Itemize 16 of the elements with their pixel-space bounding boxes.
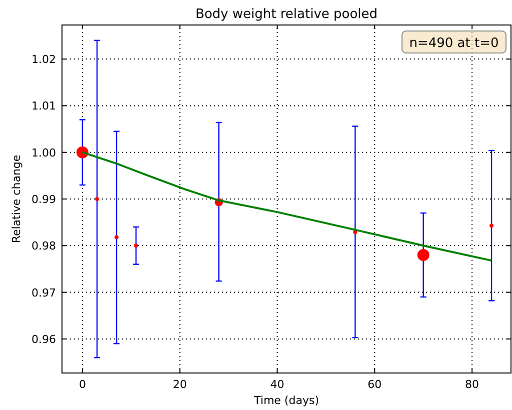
x-tick-label: 0: [78, 378, 86, 391]
y-tick-label: 1.00: [32, 146, 56, 160]
chart-title: Body weight relative pooled: [195, 7, 378, 22]
x-tick-label: 40: [270, 378, 284, 391]
y-tick-label: 0.98: [32, 240, 56, 253]
x-tick-label: 60: [368, 378, 382, 391]
y-tick-label: 0.99: [32, 193, 56, 206]
annotation: n=490 at t=0: [409, 36, 499, 51]
x-tick-label: 20: [172, 378, 187, 391]
y-tick-label: 1.01: [32, 100, 56, 113]
x-axis-title: Time (days): [253, 394, 319, 407]
y-tick-label: 1.02: [32, 53, 56, 66]
y-axis-title: Relative change: [10, 154, 23, 244]
y-tick-label: 0.97: [32, 286, 56, 300]
y-tick-label: 0.96: [32, 332, 56, 346]
x-tick-label: 80: [465, 378, 480, 391]
